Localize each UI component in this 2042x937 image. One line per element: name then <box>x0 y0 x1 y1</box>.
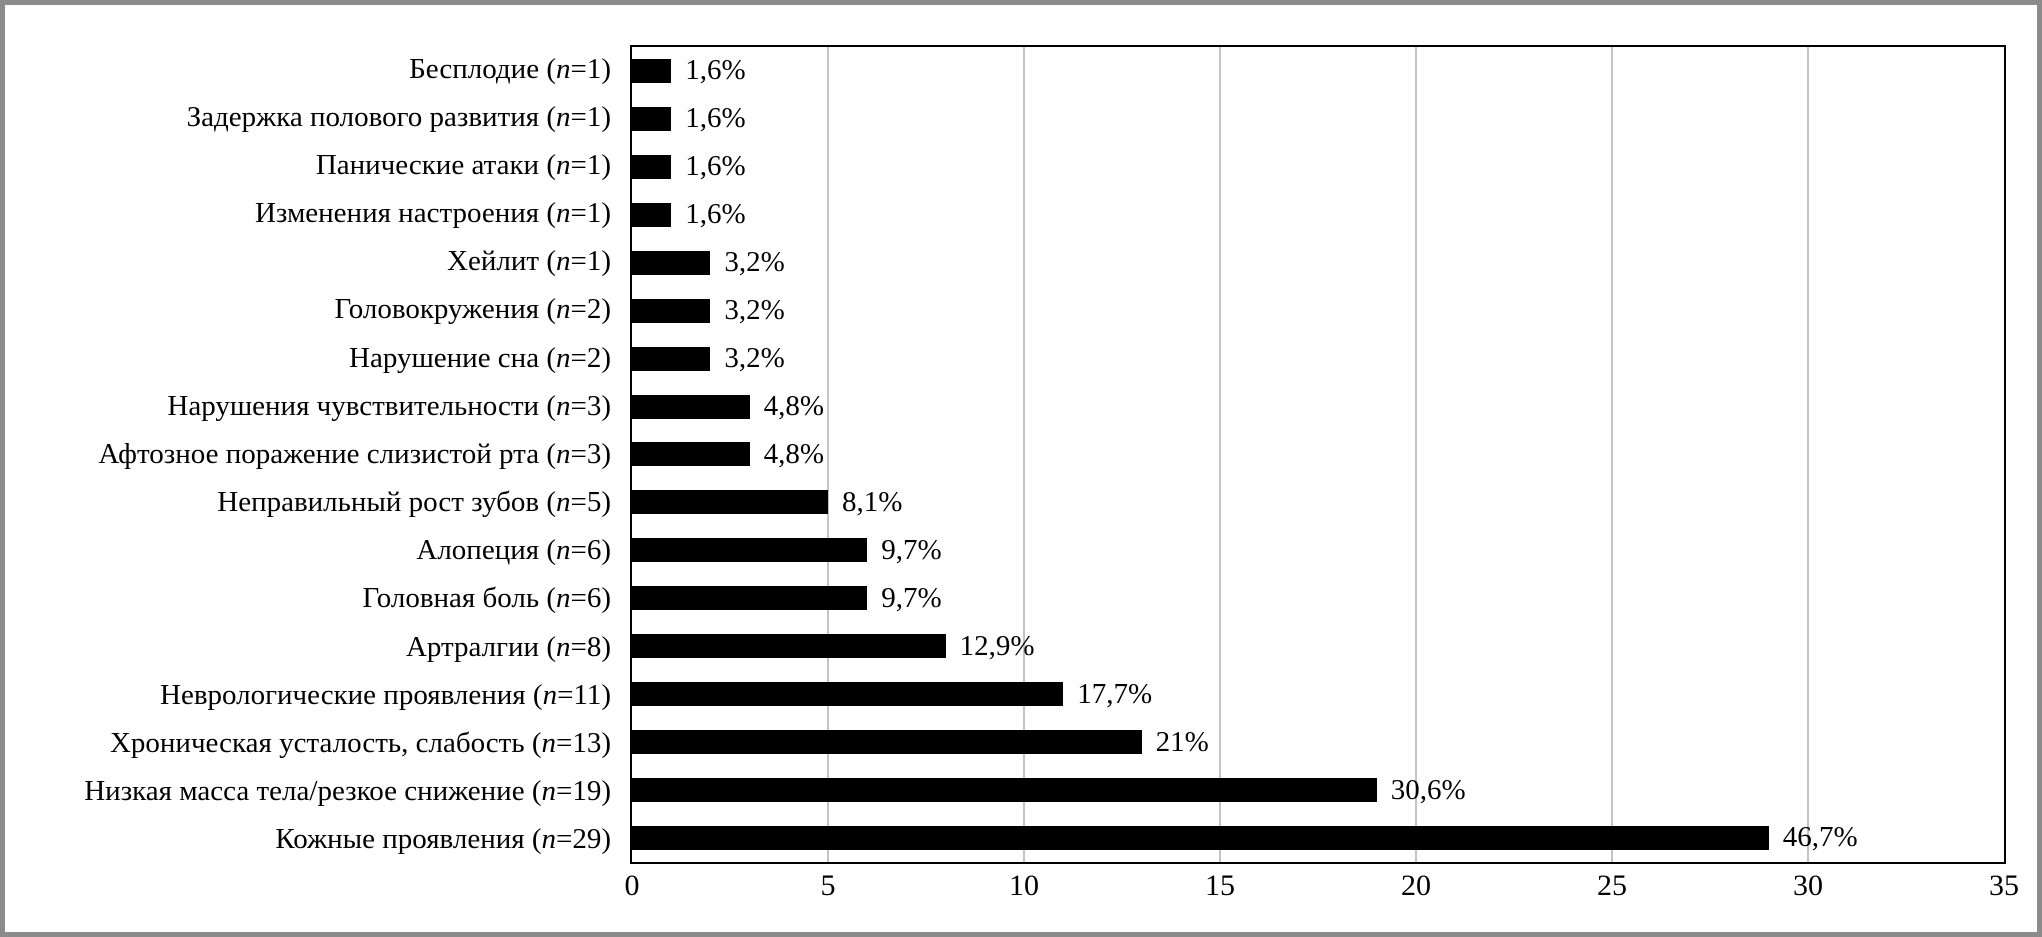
bar <box>632 250 711 275</box>
bar-rows: 1,6% 1,6% 1,6% 1,6% 3,2% 3,2% 3,2% 4,8% 4,8% 8,1%… <box>632 47 2004 862</box>
bar <box>632 346 711 371</box>
bar-row: 30,6% <box>632 766 2004 814</box>
x-tick-label: 10 <box>1009 869 1039 902</box>
bar-row: 3,2% <box>632 287 2004 335</box>
grid-line <box>1415 47 1417 862</box>
bar-row: 4,8% <box>632 383 2004 431</box>
category-label: Артралгии (n =8) <box>405 630 611 663</box>
bar-row: 3,2% <box>632 335 2004 383</box>
x-tick-label: 35 <box>1989 869 2019 902</box>
category-label: Бесплодие (n =1) <box>409 52 611 85</box>
bar <box>632 825 1769 850</box>
bar-value-label: 17,7% <box>1077 677 1153 710</box>
bar <box>632 58 672 83</box>
x-tick-label: 20 <box>1401 869 1431 902</box>
x-axis-tick-labels: 0 5 10 15 20 25 30 35 <box>625 869 2020 913</box>
bar <box>632 634 946 659</box>
bar <box>632 394 750 419</box>
category-label: Хейлит (n =1) <box>447 245 611 278</box>
grid-line <box>827 47 829 862</box>
category-label: Головная боль (n =6) <box>362 582 611 615</box>
bar-row: 4,8% <box>632 431 2004 479</box>
bar-value-label: 9,7% <box>881 533 942 566</box>
bar-value-label: 3,2% <box>724 246 785 279</box>
bar-row: 3,2% <box>632 239 2004 287</box>
grid-line <box>1807 47 1809 862</box>
bar-value-label: 3,2% <box>724 342 785 375</box>
bar <box>632 778 1377 803</box>
bar <box>632 442 750 467</box>
category-label: Кожные проявления (n =29) <box>275 823 611 856</box>
x-tick-label: 5 <box>820 869 836 902</box>
bar-row: 1,6% <box>632 47 2004 95</box>
bar <box>632 202 672 227</box>
bar <box>632 730 1142 755</box>
category-label: Хроническая усталость, слабость (n =13) <box>109 726 611 759</box>
x-tick-label: 15 <box>1205 869 1235 902</box>
bar <box>632 682 1064 707</box>
bar-value-label: 21% <box>1155 725 1209 758</box>
bar-value-label: 8,1% <box>842 485 903 518</box>
bar-value-label: 1,6% <box>685 198 746 231</box>
bar-value-label: 46,7% <box>1782 821 1858 854</box>
category-label: Нарушение сна (n =2) <box>349 341 611 374</box>
category-labels: Бесплодие (n =1) Задержка полового развити… <box>15 45 611 864</box>
grid-line <box>1023 47 1025 862</box>
category-label: Задержка полового развития (n =1) <box>186 100 611 133</box>
bar <box>632 154 672 179</box>
x-tick-label: 0 <box>624 869 640 902</box>
category-label: Алопеция (n =6) <box>416 534 611 567</box>
category-label: Неврологические проявления (n =11) <box>160 678 611 711</box>
bar-row: 12,9% <box>632 622 2004 670</box>
bar <box>632 298 711 323</box>
bar-row: 1,6% <box>632 191 2004 239</box>
grid-line <box>1611 47 1613 862</box>
bar-value-label: 1,6% <box>685 54 746 87</box>
bar-value-label: 4,8% <box>763 390 825 423</box>
bar-row: 9,7% <box>632 526 2004 574</box>
category-label: Изменения настроения (n =1) <box>254 197 611 230</box>
category-label: Нарушения чувствительности (n =3) <box>167 389 611 422</box>
bar-value-label: 3,2% <box>724 294 785 327</box>
bar-value-label: 4,8% <box>763 437 825 470</box>
bar-row: 9,7% <box>632 574 2004 622</box>
plot-area: 1,6% 1,6% 1,6% 1,6% 3,2% 3,2% 3,2% 4,8% 4,8% 8,1%… <box>630 45 2006 864</box>
bar-row: 21% <box>632 718 2004 766</box>
grid-line <box>1219 47 1221 862</box>
bar <box>632 490 828 515</box>
bar <box>632 586 868 611</box>
bar-value-label: 12,9% <box>959 629 1035 662</box>
category-label: Головокружения (n =2) <box>334 293 611 326</box>
bar-row: 8,1% <box>632 478 2004 526</box>
bar-value-label: 1,6% <box>685 102 746 135</box>
category-label: Низкая масса тела/резкое снижение (n =19) <box>84 775 611 808</box>
bar <box>632 106 672 131</box>
bar-value-label: 30,6% <box>1390 773 1466 806</box>
category-label: Афтозное поражение слизистой рта (n =3) <box>98 437 611 470</box>
bar-value-label: 1,6% <box>685 150 746 183</box>
bar-value-label: 9,7% <box>881 581 942 614</box>
bar-row: 1,6% <box>632 143 2004 191</box>
x-tick-label: 30 <box>1793 869 1823 902</box>
category-label: Панические атаки (n =1) <box>315 148 611 181</box>
bar <box>632 538 868 563</box>
x-tick-label: 25 <box>1597 869 1627 902</box>
category-label: Неправильный рост зубов (n =5) <box>217 486 611 519</box>
bar-row: 1,6% <box>632 95 2004 143</box>
bar-row: 17,7% <box>632 670 2004 718</box>
bar-row: 46,7% <box>632 814 2004 862</box>
